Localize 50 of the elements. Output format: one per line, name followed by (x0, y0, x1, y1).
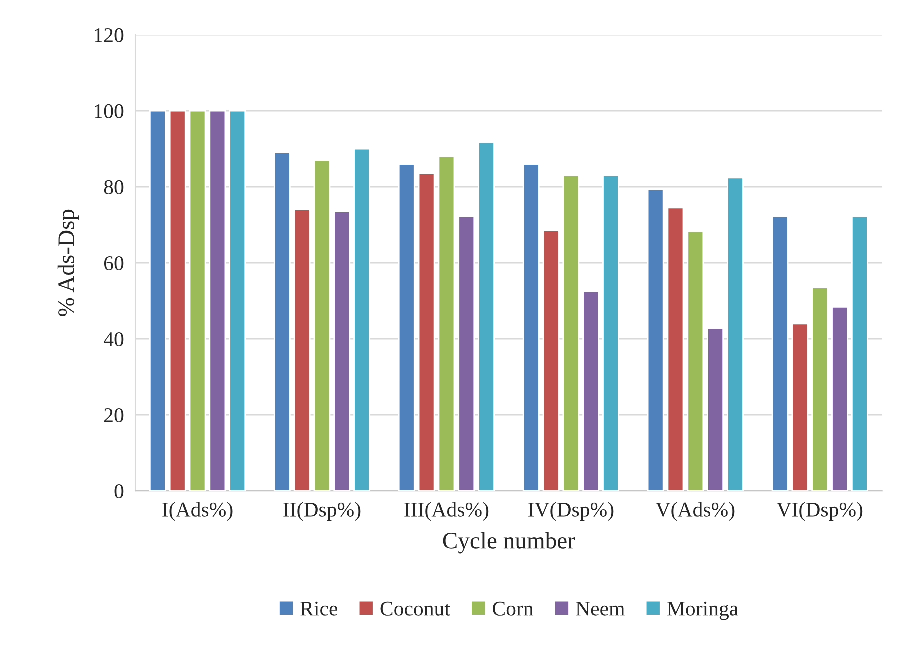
bar (522, 164, 540, 492)
bar (832, 306, 848, 492)
y-tick-label: 120 (95, 28, 124, 42)
bar (562, 174, 580, 492)
x-tick-label: VI(Dsp%) (776, 502, 863, 522)
y-tick-label: 40 (104, 332, 124, 347)
bar (667, 207, 684, 492)
y-tick-label: 60 (104, 256, 124, 271)
bar (169, 110, 186, 492)
bar (149, 110, 166, 492)
y-axis-title: % Ads-Dsp (58, 210, 80, 316)
bar (542, 230, 560, 492)
x-tick-label: V(Ads%) (656, 502, 735, 522)
bar (294, 209, 311, 492)
bar (398, 164, 416, 492)
y-tick-label: 0 (114, 484, 124, 499)
x-axis-title: Cycle number (443, 532, 576, 554)
x-tick-label: IV(Dsp%) (528, 502, 614, 522)
bar (418, 173, 436, 492)
bar (229, 110, 246, 492)
legend-label: Coconut (380, 602, 450, 616)
bar (687, 230, 704, 492)
bar (458, 216, 476, 492)
legend-label: Moringa (668, 602, 738, 620)
bar (354, 148, 371, 492)
bar (478, 142, 495, 492)
legend-label: Neem (576, 602, 625, 616)
bar (314, 160, 331, 492)
bar (851, 216, 868, 492)
bar (209, 110, 226, 492)
bar (602, 174, 620, 492)
bar (647, 189, 664, 492)
legend-label: Rice (300, 602, 338, 616)
bar (792, 323, 809, 492)
y-tick-label: 80 (104, 180, 124, 194)
legend-label: Corn (493, 602, 534, 616)
x-tick-label: III(Ads%) (404, 502, 489, 522)
bar (727, 177, 744, 492)
y-tick-label: 20 (104, 408, 124, 423)
bar (707, 328, 724, 492)
bar (334, 211, 351, 492)
y-tick-label: 100 (95, 104, 124, 118)
bar (772, 216, 789, 492)
x-tick-label: II(Dsp%) (284, 502, 361, 522)
x-tick-label: I(Ads%) (162, 502, 233, 522)
bar (274, 152, 291, 492)
bar (812, 287, 829, 492)
bar (582, 290, 600, 492)
bar (189, 110, 206, 492)
bar (438, 156, 456, 492)
